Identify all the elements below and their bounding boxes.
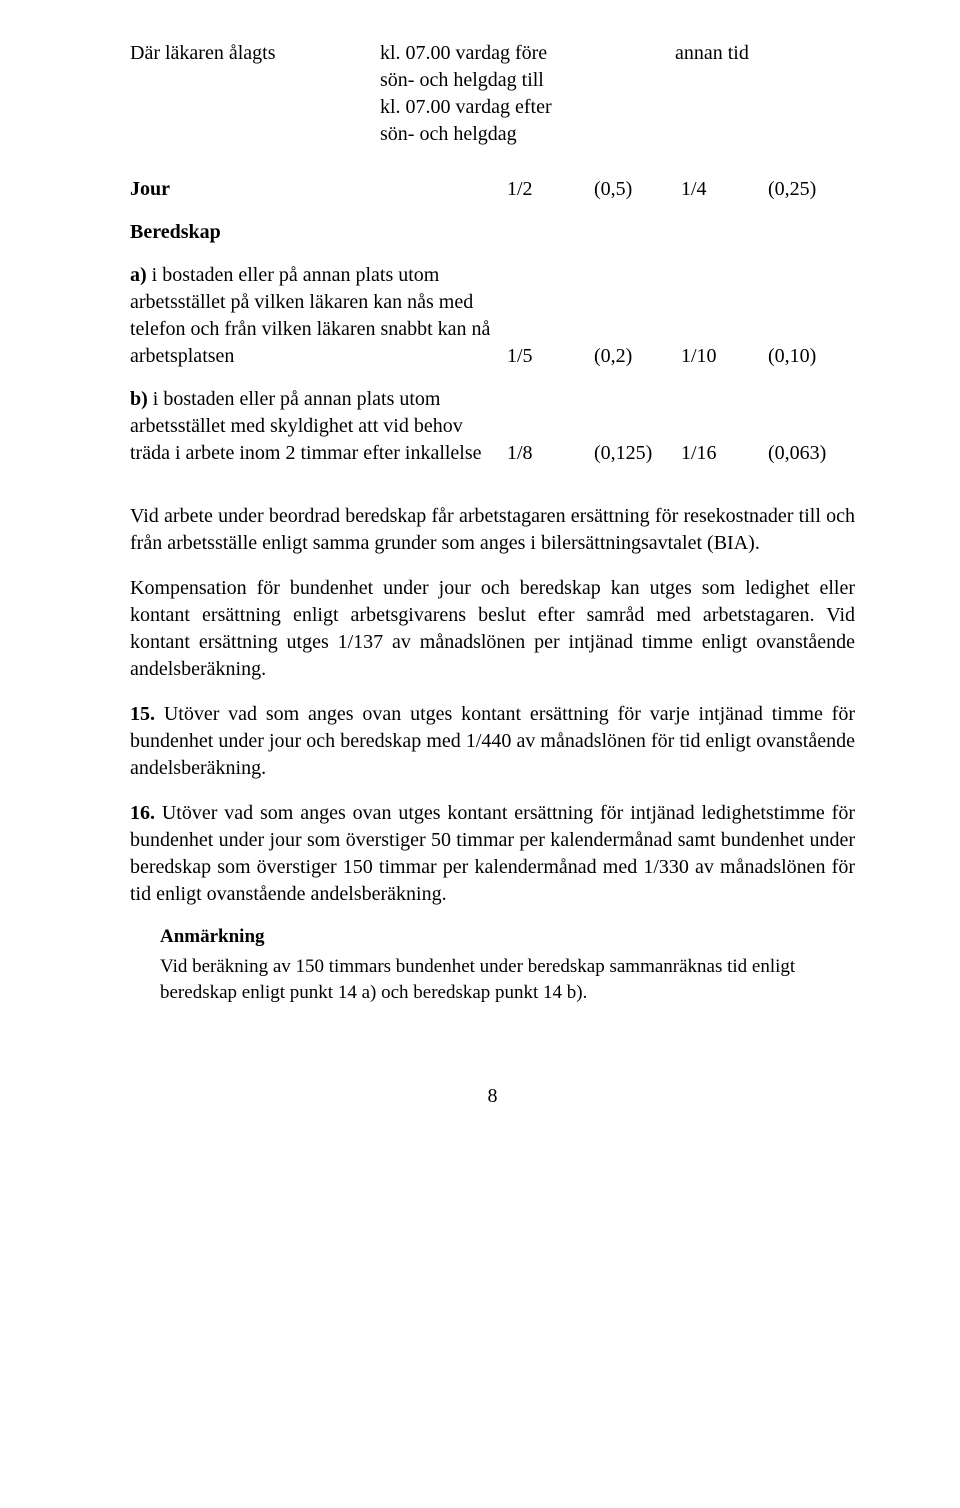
cell: (0,25) — [768, 176, 855, 219]
paragraph: 16. Utöver vad som anges ovan utges kont… — [130, 800, 855, 908]
header-block: Där läkaren ålagts kl. 07.00 vardag före… — [130, 40, 855, 148]
cell: (0,2) — [594, 262, 681, 386]
row-label-bold: Jour — [130, 178, 170, 200]
cell: (0,5) — [594, 176, 681, 219]
cell: 1/10 — [681, 262, 768, 386]
paragraph: 15. Utöver vad som anges ovan utges kont… — [130, 701, 855, 782]
row-label-rest: i bostaden eller på annan plats utom arb… — [130, 264, 490, 367]
table-row: Beredskap — [130, 219, 855, 262]
remark-body: Vid beräkning av 150 timmars bundenhet u… — [160, 954, 855, 1005]
cell: (0,125) — [594, 386, 681, 483]
paragraph: Kompensation för bundenhet under jour oc… — [130, 575, 855, 683]
row-label-rest: i bostaden eller på annan plats utom arb… — [130, 388, 482, 464]
section-text: Utöver vad som anges ovan utges kontant … — [130, 802, 855, 905]
cell — [681, 219, 768, 262]
section-number: 15. — [130, 703, 155, 725]
cell: 1/8 — [507, 386, 594, 483]
cell — [594, 219, 681, 262]
row-label-bold: a) — [130, 264, 147, 286]
paragraph: Vid arbete under beordrad beredskap får … — [130, 503, 855, 557]
table-row: Jour 1/2 (0,5) 1/4 (0,25) — [130, 176, 855, 219]
header-right: annan tid — [675, 40, 855, 148]
cell — [507, 219, 594, 262]
remark-block: Anmärkning Vid beräkning av 150 timmars … — [160, 926, 855, 1005]
header-mid-l3: kl. 07.00 vardag efter — [380, 96, 552, 118]
cell: 1/2 — [507, 176, 594, 219]
cell: (0,10) — [768, 262, 855, 386]
header-left: Där läkaren ålagts — [130, 40, 360, 148]
compensation-table: Jour 1/2 (0,5) 1/4 (0,25) Beredskap a) i… — [130, 176, 855, 483]
cell: 1/4 — [681, 176, 768, 219]
table-row: a) i bostaden eller på annan plats utom … — [130, 262, 855, 386]
table-row: b) i bostaden eller på annan plats utom … — [130, 386, 855, 483]
section-text: Utöver vad som anges ovan utges kontant … — [130, 703, 855, 779]
cell: (0,063) — [768, 386, 855, 483]
cell: 1/5 — [507, 262, 594, 386]
header-mid-l4: sön- och helgdag — [380, 123, 517, 145]
row-label-bold: Beredskap — [130, 221, 221, 243]
header-mid: kl. 07.00 vardag före sön- och helgdag t… — [380, 40, 655, 148]
header-mid-l2: sön- och helgdag till — [380, 69, 544, 91]
section-number: 16. — [130, 802, 155, 824]
cell — [768, 219, 855, 262]
page-number: 8 — [130, 1085, 855, 1108]
header-mid-l1: kl. 07.00 vardag före — [380, 42, 547, 64]
remark-heading: Anmärkning — [160, 926, 855, 948]
row-label-bold: b) — [130, 388, 148, 410]
cell: 1/16 — [681, 386, 768, 483]
